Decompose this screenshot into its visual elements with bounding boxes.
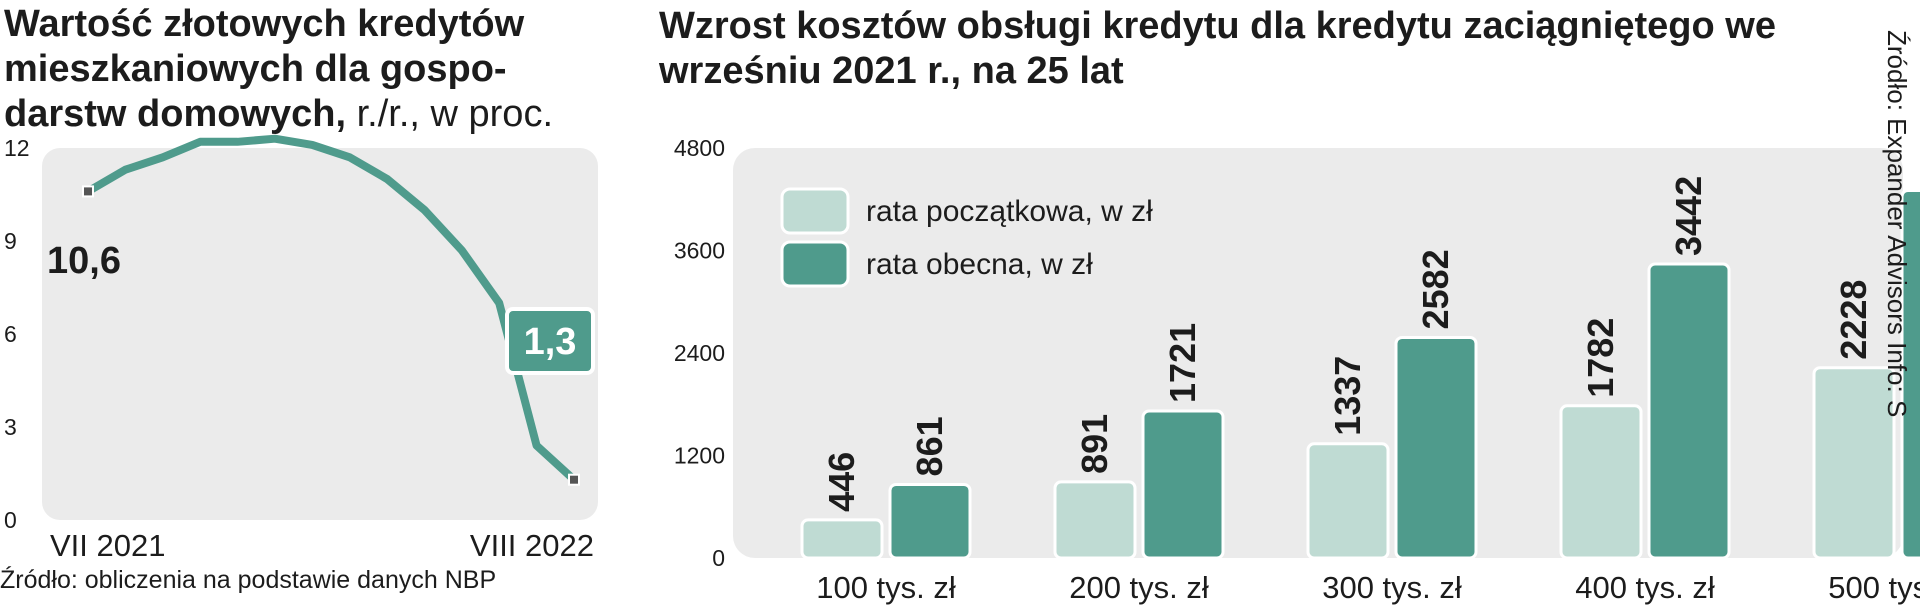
left-chart-title: Wartość złotowych kredytów mieszkaniowyc… [4,2,614,137]
line-x-label-start: VII 2021 [50,528,165,563]
bar-y-tick-2: 2400 [674,340,725,366]
bar-category-labels: 100 tys. zł 200 tys. zł 300 tys. zł 400 tys… [816,570,1920,605]
bar-value-label-initial-0: 446 [821,452,862,512]
bar-y-tick-4: 4800 [674,135,725,161]
left-title-bold: Wartość złotowych kredytów mieszkaniowyc… [4,3,525,135]
bar-y-tick-3: 3600 [674,238,725,264]
line-y-tick-4: 12 [4,135,30,161]
bar-series-group: 4468618911721133725821782344222284303 [800,176,1920,560]
bar-initial-2 [1306,442,1390,560]
right-chart-title: Wzrost kosztów obsługi kredytu dla kredy… [659,5,1776,92]
bar-value-label-current-1: 1721 [1162,323,1203,403]
bar-initial-1 [1053,480,1137,560]
bar-value-label-current-0: 861 [909,416,950,476]
bar-value-label-initial-1: 891 [1074,414,1115,474]
bar-category-label-0: 100 tys. zł [816,570,956,605]
line-start-marker [82,185,94,198]
line-chart-y-axis: 0 3 6 9 12 [4,135,30,533]
left-source-note: Źródło: obliczenia na podstawie danych N… [0,566,497,594]
bar-current-1 [1141,409,1225,560]
side-source-note: Źródło: Expander Advisors Info: S [1882,30,1912,418]
line-end-marker [568,473,580,486]
line-y-tick-1: 3 [4,414,17,440]
bar-current-2 [1394,335,1478,560]
bar-y-tick-1: 1200 [674,443,725,469]
bar-chart-y-axis: 0 1200 2400 3600 4800 [674,135,725,571]
bar-value-label-initial-2: 1337 [1327,356,1368,436]
legend-label-initial: rata początkowa, w zł [866,195,1153,228]
bar-value-label-current-2: 2582 [1415,249,1456,329]
left-title-unit: r./r., w proc. [346,93,554,135]
bar-value-label-initial-4: 2228 [1833,280,1874,360]
bar-initial-0 [800,518,884,560]
bar-value-label-current-3: 3442 [1668,176,1709,256]
legend-swatch-current [780,240,850,288]
line-start-value-label: 10,6 [47,240,121,282]
bar-category-label-1: 200 tys. zł [1069,570,1209,605]
bar-category-label-3: 400 tys. zł [1575,570,1715,605]
legend-swatch-initial [780,187,850,235]
line-series [84,134,578,484]
line-y-tick-2: 6 [4,321,17,347]
bar-initial-3 [1559,404,1643,560]
bar-category-label-4: 500 tys. zł [1828,570,1920,605]
line-x-label-end: VIII 2022 [470,528,594,563]
bar-current-3 [1647,262,1731,560]
line-end-value-label: 1,3 [524,321,577,363]
line-end-value-box [505,307,595,375]
line-chart-panel [42,148,598,520]
bar-value-label-initial-3: 1782 [1580,318,1621,398]
legend-label-current: rata obecna, w zł [866,248,1093,281]
bar-legend: rata początkowa, w zł rata obecna, w zł [780,187,1153,288]
bar-current-4 [1900,188,1920,560]
bar-category-label-2: 300 tys. zł [1322,570,1462,605]
line-y-tick-0: 0 [4,507,17,533]
bar-y-tick-0: 0 [712,545,725,571]
line-y-tick-3: 9 [4,228,17,254]
bar-current-0 [888,482,972,560]
bar-initial-4 [1812,366,1896,560]
